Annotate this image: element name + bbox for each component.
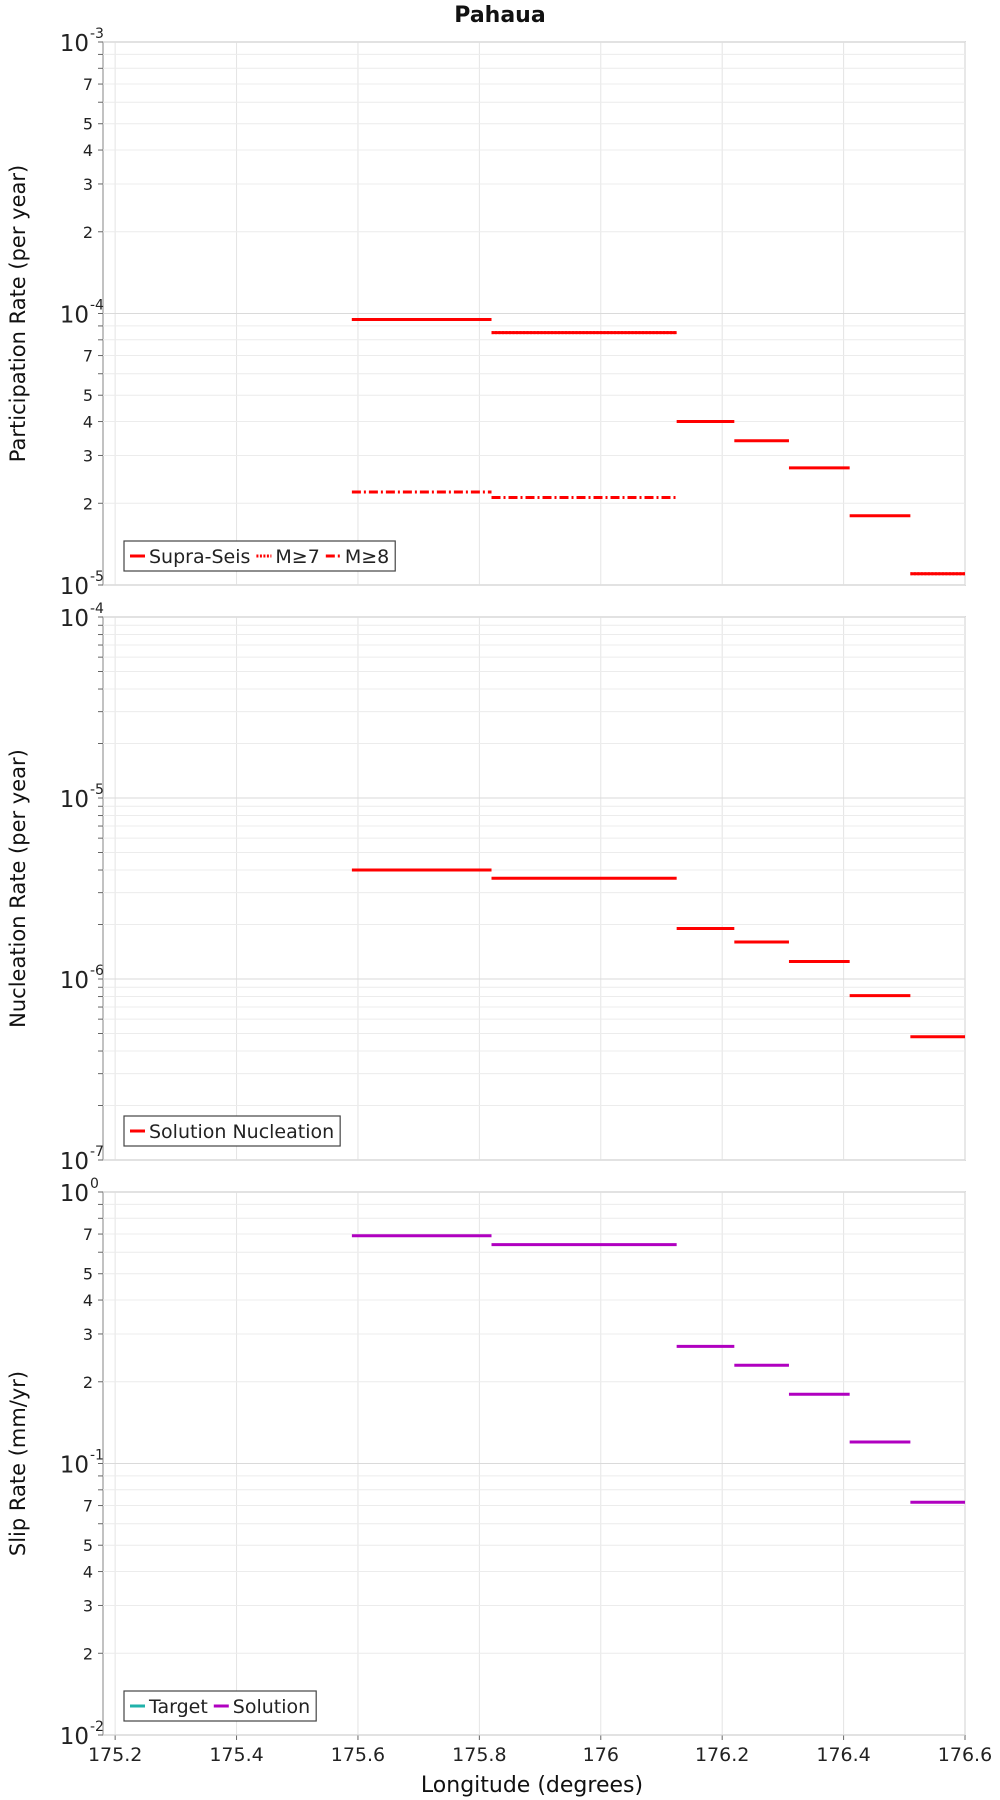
legend-label: M≥7 [275, 546, 319, 568]
y-tick-exponent: -2 [90, 1719, 104, 1735]
y-tick-label: 7 [83, 347, 93, 366]
legend-label: Target [148, 1696, 208, 1718]
legend-3: Target Solution [123, 1690, 317, 1722]
y-tick-label: 5 [83, 1536, 93, 1555]
y-tick-label: 10 [60, 1453, 89, 1479]
y-tick-label: 10 [60, 1149, 89, 1175]
y-tick-label: 3 [83, 1596, 93, 1615]
x-tick-label: 176 [583, 1744, 619, 1766]
y-tick-label: 3 [83, 1325, 93, 1344]
y-tick-label: 10 [60, 1181, 89, 1207]
x-tick-label: 175.6 [331, 1744, 385, 1766]
y-tick-label: 2 [83, 494, 93, 513]
x-axis-label: Longitude (degrees) [421, 1773, 643, 1798]
plot-area-2 [102, 616, 966, 1161]
x-tick-label: 176.2 [695, 1744, 749, 1766]
y-tick-label: 2 [83, 1644, 93, 1663]
y-tick-label: 5 [83, 115, 93, 134]
y-tick-exponent: -5 [90, 569, 104, 585]
y-tick-label: 7 [83, 75, 93, 94]
y-tick-label: 3 [83, 175, 93, 194]
y-tick-label: 10 [60, 787, 89, 813]
y-tick-label: 3 [83, 446, 93, 465]
legend-label: Supra-Seis [149, 546, 250, 568]
y-tick-label: 10 [60, 968, 89, 994]
y-tick-label: 2 [83, 1373, 93, 1392]
chart-title: Pahaua [454, 3, 545, 28]
y-tick-label: 2 [83, 223, 93, 242]
x-tick-label: 175.2 [88, 1744, 142, 1766]
y-tick-label: 4 [83, 141, 93, 160]
y-tick-label: 10 [60, 303, 89, 329]
legend-box [123, 1115, 341, 1147]
x-tick-label: 176.4 [816, 1744, 870, 1766]
legend-label: M≥8 [345, 546, 389, 568]
legend-box [123, 540, 396, 572]
legend-label: Solution [233, 1696, 310, 1718]
y-tick-label: 10 [60, 31, 89, 57]
y-tick-label: 10 [60, 574, 89, 600]
y-tick-label: 7 [83, 1497, 93, 1516]
x-tick-label: 176.6 [938, 1744, 992, 1766]
y-tick-exponent: -4 [90, 601, 104, 617]
y-tick-label: 10 [60, 606, 89, 632]
x-tick-label: 175.4 [209, 1744, 263, 1766]
y-tick-exponent: -4 [90, 298, 104, 314]
y-tick-label: 5 [83, 386, 93, 405]
legend-1: Supra-Seis M≥7 M≥8 [123, 540, 396, 572]
y-tick-exponent: -3 [90, 26, 104, 42]
y-tick-label: 4 [83, 1563, 93, 1582]
x-tick-label: 175.8 [452, 1744, 506, 1766]
y-tick-label: 4 [83, 1291, 93, 1310]
y-axis-label-2: Nucleation Rate (per year) [6, 749, 30, 1028]
y-tick-exponent: -5 [90, 782, 104, 798]
y-axis-label-1: Participation Rate (per year) [6, 165, 30, 462]
y-tick-label: 10 [60, 1724, 89, 1750]
legend-2: Solution Nucleation [123, 1115, 341, 1147]
legend-label: Solution Nucleation [149, 1121, 334, 1143]
y-tick-label: 4 [83, 413, 93, 432]
y-tick-exponent: 0 [90, 1176, 99, 1192]
y-tick-exponent: -6 [90, 963, 104, 979]
y-tick-label: 5 [83, 1265, 93, 1284]
y-tick-label: 7 [83, 1225, 93, 1244]
y-axis-label-3: Slip Rate (mm/yr) [6, 1371, 30, 1556]
y-tick-exponent: -1 [90, 1448, 104, 1464]
y-tick-exponent: -7 [90, 1144, 104, 1160]
